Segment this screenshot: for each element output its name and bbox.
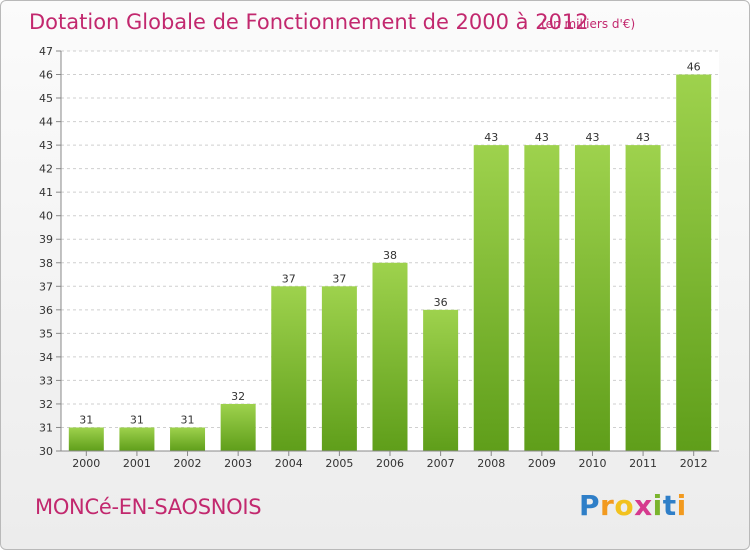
x-tick-label: 2000 [72,457,100,470]
y-tick-label: 35 [39,327,53,340]
data-label: 43 [484,131,498,144]
x-tick-label: 2011 [629,457,657,470]
y-tick-label: 36 [39,304,53,317]
data-label: 38 [383,249,397,262]
x-tick-label: 2010 [578,457,606,470]
logo-letter: o [614,489,635,522]
data-label: 32 [231,390,245,403]
x-tick-label: 2007 [427,457,455,470]
y-tick-label: 37 [39,280,53,293]
y-tick-label: 34 [39,351,53,364]
y-tick-label: 33 [39,374,53,387]
x-tick-label: 2005 [325,457,353,470]
bar [625,145,661,451]
y-tick-label: 46 [39,69,53,82]
data-label: 46 [687,61,701,74]
chart-subtitle: (en milliers d'€) [541,17,635,31]
logo-letter: r [600,489,615,522]
bar [524,145,560,451]
data-label: 31 [181,413,195,426]
bar [68,427,104,451]
data-label: 31 [79,413,93,426]
y-tick-label: 42 [39,163,53,176]
data-label: 43 [585,131,599,144]
data-label: 43 [535,131,549,144]
y-tick-label: 30 [39,445,53,458]
proxiti-logo: Proxiti [579,489,687,522]
data-label: 36 [434,296,448,309]
bar [574,145,610,451]
bar [220,403,256,451]
bar [119,427,155,451]
logo-letter: t [662,489,677,522]
logo-letter: i [676,489,687,522]
data-label: 37 [332,272,346,285]
y-tick-label: 47 [39,45,53,58]
bar [321,286,357,451]
y-tick-label: 31 [39,421,53,434]
y-tick-label: 32 [39,398,53,411]
bar [676,74,712,451]
y-tick-label: 38 [39,257,53,270]
data-label: 43 [636,131,650,144]
y-tick-label: 41 [39,186,53,199]
data-label: 31 [130,413,144,426]
place-name: MONCé-EN-SAOSNOIS [35,495,262,519]
x-axis: 2000 2001 2002 2003 2004 2005 2006 2007 2008 2009… [61,450,719,470]
x-tick-label: 2009 [528,457,556,470]
x-tick-label: 2001 [123,457,151,470]
x-tick-label: 2006 [376,457,404,470]
y-tick-label: 43 [39,139,53,152]
y-tick-label: 45 [39,92,53,105]
x-tick-label: 2008 [477,457,505,470]
bar [423,309,459,451]
x-tick-label: 2012 [680,457,708,470]
x-tick-label: 2002 [174,457,202,470]
bar [271,286,307,451]
bars: 31 31 31 32 37 37 38 36 43 43 43 43 46 [68,61,712,451]
y-axis: 30 31 32 33 34 35 36 37 38 39 40 41 42 43 44 45 46 47 [39,45,62,458]
logo-letter: x [634,489,653,522]
logo-letter: P [579,489,601,522]
data-label: 37 [282,272,296,285]
logo-letter: i [652,489,663,522]
y-tick-label: 40 [39,210,53,223]
bar [372,262,408,451]
chart-title: Dotation Globale de Fonctionnement de 20… [29,10,589,34]
x-tick-label: 2003 [224,457,252,470]
bar [170,427,206,451]
y-tick-label: 44 [39,116,53,129]
bar [473,145,509,451]
y-tick-label: 39 [39,233,53,246]
x-tick-label: 2004 [275,457,303,470]
